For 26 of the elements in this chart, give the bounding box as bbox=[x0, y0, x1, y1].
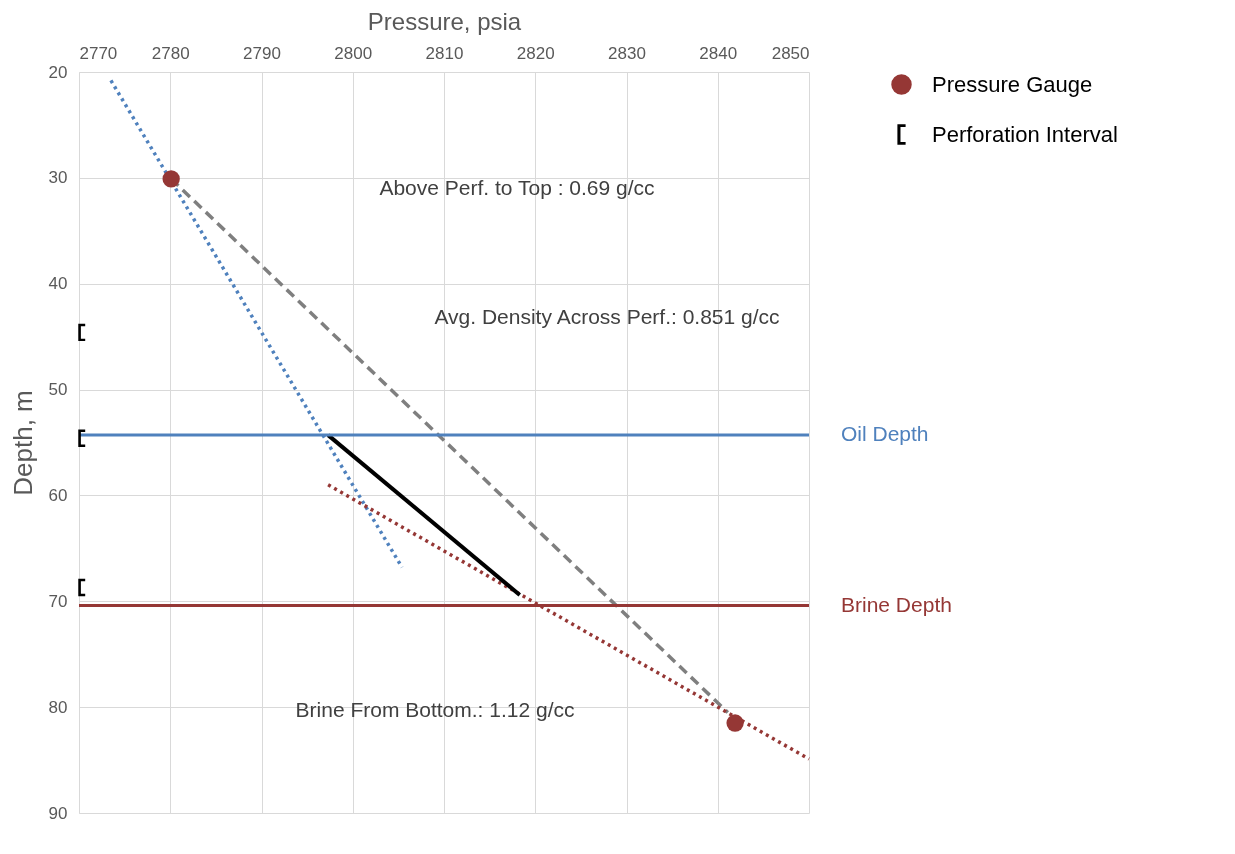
x-tick-label: 2830 bbox=[608, 43, 646, 63]
legend-label: Perforation Interval bbox=[932, 121, 1118, 147]
y-tick-label: 50 bbox=[48, 380, 68, 400]
y-tick-label: 30 bbox=[48, 168, 68, 188]
x-tick-label: 2840 bbox=[699, 43, 738, 63]
x-tick-label: 2780 bbox=[151, 43, 190, 63]
y-tick-label: 90 bbox=[48, 803, 68, 823]
y-axis-title: Depth, m bbox=[7, 390, 38, 496]
x-tick-label: 2800 bbox=[334, 43, 373, 63]
y-tick-label: 70 bbox=[48, 591, 68, 611]
y-tick-label: 40 bbox=[48, 274, 68, 294]
x-tick-label: 2770 bbox=[79, 43, 118, 63]
legend-label: Pressure Gauge bbox=[932, 71, 1093, 97]
annotation: Brine From Bottom.: 1.12 g/cc bbox=[295, 698, 575, 721]
ref-line-label: Brine Depth bbox=[841, 592, 952, 616]
x-tick-label: 2820 bbox=[516, 43, 555, 63]
x-tick-label: 2850 bbox=[771, 43, 810, 63]
ref-line-label: Oil Depth bbox=[841, 422, 929, 446]
annotation: Above Perf. to Top : 0.69 g/cc bbox=[379, 176, 655, 199]
x-tick-label: 2810 bbox=[425, 43, 464, 63]
x-axis-title: Pressure, psia bbox=[367, 7, 522, 35]
y-tick-label: 60 bbox=[48, 485, 68, 505]
annotation: Avg. Density Across Perf.: 0.851 g/cc bbox=[434, 305, 780, 328]
y-tick-label: 20 bbox=[48, 62, 68, 82]
x-tick-label: 2790 bbox=[243, 43, 281, 63]
y-tick-label: 80 bbox=[48, 697, 68, 717]
